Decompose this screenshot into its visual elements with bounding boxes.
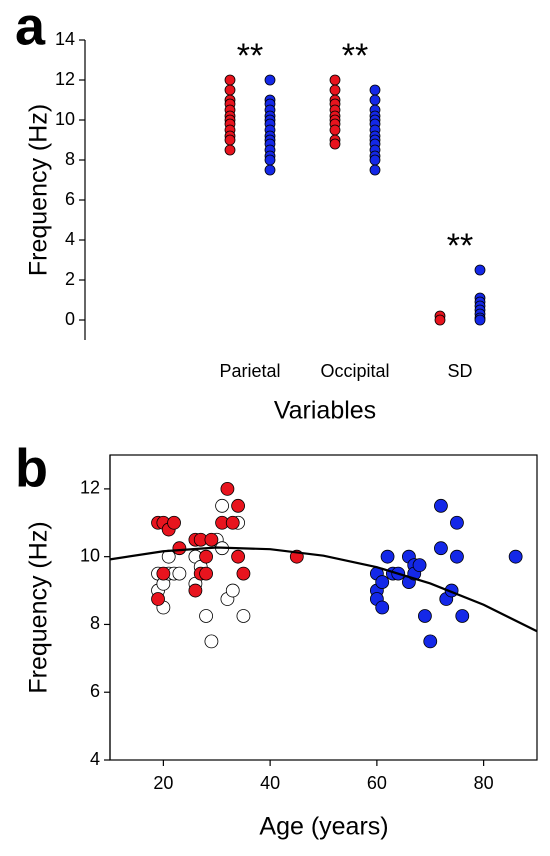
data-point [329, 84, 341, 96]
data-point [172, 566, 187, 581]
y-tick-label: 4 [65, 229, 75, 249]
y-tick-label: 14 [55, 29, 75, 49]
data-point [204, 634, 219, 649]
x-tick-label: 80 [474, 773, 494, 793]
y-tick-label: 8 [65, 149, 75, 169]
data-point [474, 264, 486, 276]
data-point [220, 481, 235, 496]
x-tick-label: Occipital [320, 361, 389, 381]
x-tick-label: Parietal [219, 361, 280, 381]
data-point [264, 154, 276, 166]
data-point [151, 592, 165, 606]
significance: ** [237, 37, 263, 75]
data-point [156, 566, 171, 581]
y-tick-label: 4 [90, 749, 100, 769]
data-point [412, 558, 427, 573]
data-point [455, 609, 470, 623]
x-axis-label: Age (years) [259, 813, 388, 841]
data-point [264, 74, 276, 86]
data-point [369, 154, 381, 166]
data-point [434, 314, 446, 326]
data-point [224, 144, 236, 156]
data-point [172, 541, 187, 556]
y-axis-label: Frequency (Hz) [25, 521, 53, 693]
data-point [474, 314, 486, 326]
x-tick-label: 40 [260, 773, 280, 793]
data-point [224, 134, 236, 146]
data-point [231, 498, 246, 513]
data-point [369, 164, 381, 176]
data-point [199, 566, 213, 581]
y-tick-label: 2 [65, 269, 75, 289]
significance: ** [447, 227, 473, 265]
plot-frame [109, 454, 538, 761]
data-point [225, 583, 240, 598]
data-point [508, 549, 523, 564]
data-point [329, 138, 341, 150]
y-tick-label: 12 [55, 69, 75, 89]
data-point [434, 498, 448, 513]
data-point [236, 609, 251, 623]
data-point [264, 164, 276, 176]
data-point [369, 84, 381, 96]
data-point [375, 600, 390, 615]
data-point [450, 515, 464, 530]
data-point [423, 634, 438, 649]
y-tick-label: 10 [80, 545, 100, 565]
y-tick-label: 6 [90, 681, 100, 701]
data-point [167, 515, 181, 530]
data-point [199, 609, 213, 623]
y-tick-label: 6 [65, 189, 75, 209]
data-point [434, 541, 448, 556]
data-point [231, 549, 246, 564]
x-tick-label: SD [447, 361, 472, 381]
y-axis-label: Frequency (Hz) [25, 104, 53, 276]
y-tick-label: 8 [90, 613, 100, 633]
panel-label: b [15, 438, 48, 498]
panel-label: a [15, 0, 46, 56]
x-axis-label: Variables [274, 397, 376, 425]
data-point [329, 74, 341, 86]
data-point [375, 575, 390, 589]
data-point [369, 94, 381, 106]
data-point [225, 515, 240, 530]
data-point [418, 609, 432, 623]
data-point [224, 84, 236, 96]
data-point [236, 566, 251, 581]
data-point [204, 532, 219, 547]
data-point [329, 124, 341, 136]
data-point [188, 583, 203, 598]
data-point [199, 549, 213, 564]
fit-curve [109, 546, 538, 633]
data-point [380, 549, 395, 564]
data-point [224, 74, 236, 86]
x-tick-label: 20 [153, 773, 173, 793]
x-tick-label: 60 [367, 773, 387, 793]
y-tick-label: 10 [55, 109, 75, 129]
data-point [450, 549, 464, 564]
significance: ** [342, 37, 368, 75]
y-tick-label: 12 [80, 478, 100, 498]
data-point [215, 498, 229, 513]
y-tick-label: 0 [65, 309, 75, 329]
